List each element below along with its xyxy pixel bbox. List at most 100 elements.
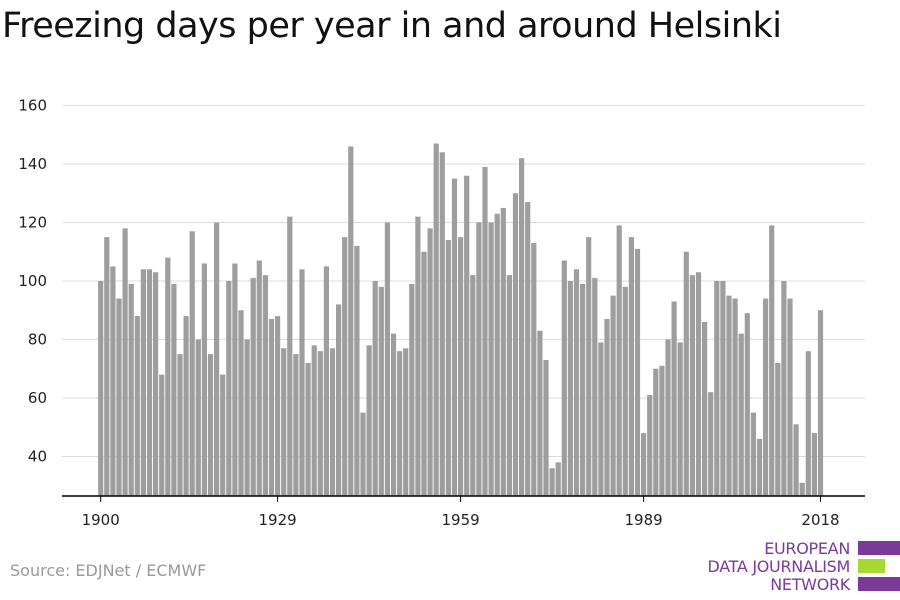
bar-1909 [153,272,159,496]
bar-1919 [214,222,220,496]
bar-1950 [403,348,409,496]
bar-2010 [769,225,775,496]
logo-bar-purple-top [858,541,900,555]
bar-1923 [238,310,244,496]
source-note: Source: EDJNet / ECMWF [10,561,207,580]
logo-bar-purple-bottom [858,577,900,591]
bar-1981 [592,278,598,496]
bar-1927 [262,275,268,496]
bar-1926 [256,260,262,496]
y-tick-label: 120 [18,214,47,232]
bar-1982 [598,342,604,496]
bar-1965 [494,213,500,497]
bar-1921 [226,281,232,496]
bar-1938 [329,348,336,496]
bar-1993 [665,339,671,496]
bar-1904 [122,228,128,496]
bar-1976 [561,260,567,496]
bar-2005 [738,333,744,496]
bar-1953 [421,251,427,496]
x-tick-label: 1900 [82,511,120,529]
bar-1962 [476,222,482,496]
bars [98,143,824,497]
bar-1978 [573,269,580,496]
bar-1991 [653,368,659,496]
x-tick-label: 1989 [625,511,663,529]
bar-1995 [677,342,683,496]
bar-1999 [702,321,708,496]
bar-1944 [366,345,372,496]
bar-1902 [110,266,116,497]
bar-1916 [195,339,201,496]
bar-1990 [647,395,653,496]
chart-title: Freezing days per year in and around Hel… [2,6,782,46]
y-tick-label: 60 [28,389,47,407]
bar-2015 [799,482,805,496]
x-axis-ticks: 1900 1929 1959 1989 2018 [82,496,840,529]
bar-1983 [604,319,610,496]
bar-1972 [537,330,543,496]
bar-1905 [128,283,134,496]
bar-2017 [811,433,817,496]
y-tick-label: 140 [18,155,47,173]
bar-1908 [146,269,153,496]
bar-1973 [543,359,549,496]
bar-1945 [372,281,378,496]
bar-1917 [201,263,207,496]
bar-1935 [311,345,317,496]
bar-2018 [817,310,824,496]
bar-1940 [342,237,348,497]
bar-1942 [354,245,360,496]
bar-2016 [805,351,811,496]
bar-1970 [525,202,531,497]
bar-1959 [458,237,464,497]
bar-1992 [659,365,665,496]
bar-1988 [634,248,641,496]
x-tick-label: 2018 [801,511,839,529]
bar-1924 [244,339,250,496]
bar-1900 [98,281,104,496]
bar-1903 [116,298,122,496]
bar-2001 [714,281,720,496]
bar-1920 [220,374,226,496]
edjnet-logo: EUROPEAN DATA JOURNALISM NETWORK [700,538,900,596]
bar-1974 [549,468,555,496]
bar-1956 [439,152,445,497]
bar-1954 [427,228,433,496]
bar-2008 [756,438,763,496]
bar-1948 [390,333,397,496]
bar-1997 [689,275,695,496]
bar-2007 [750,412,756,497]
y-tick-label: 40 [28,448,47,466]
bar-1907 [140,269,146,496]
bar-1933 [299,269,305,496]
bar-2009 [763,298,769,496]
bar-1910 [159,374,165,496]
x-tick-label: 1959 [442,511,480,529]
bar-1929 [275,316,281,496]
y-axis-ticks: 40 60 80 100 120 140 160 [18,97,47,466]
bar-1932 [293,354,299,497]
bar-1989 [641,433,647,496]
bar-2002 [720,281,726,496]
bar-1968 [512,193,519,496]
bar-1984 [610,295,616,497]
bar-1985 [616,225,622,496]
bar-1918 [207,354,214,497]
bar-2000 [708,392,714,496]
bar-1958 [451,178,458,497]
bar-1966 [500,207,506,497]
bar-1913 [177,354,183,497]
bar-1977 [567,281,573,496]
bar-1951 [409,283,415,496]
y-tick-label: 80 [28,331,47,349]
logo-line-3: NETWORK [770,575,850,594]
logo-line-1: EUROPEAN [764,539,850,558]
bar-1963 [482,166,488,496]
bar-2011 [775,362,781,496]
bar-1960 [464,175,470,496]
y-tick-label: 100 [18,272,47,290]
bar-1946 [378,286,384,496]
bar-1998 [695,272,702,496]
